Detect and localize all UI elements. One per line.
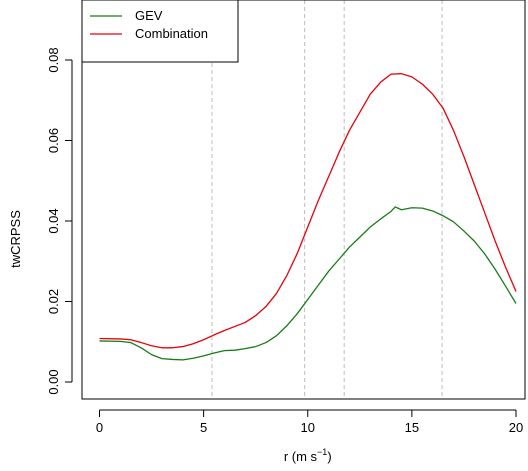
y-axis-label: twCRPSS bbox=[8, 210, 23, 268]
x-axis-label-main: r (m s bbox=[284, 449, 318, 464]
x-tick-label: 0 bbox=[96, 420, 103, 435]
legend-box bbox=[81, 0, 239, 63]
x-tick-label: 10 bbox=[301, 420, 315, 435]
legend-label-combination: Combination bbox=[135, 26, 208, 41]
series-line-gev bbox=[99, 206, 517, 361]
y-tick-label: 0.00 bbox=[46, 369, 61, 394]
x-tick-label: 15 bbox=[405, 420, 419, 435]
legend-label-gev: GEV bbox=[135, 8, 163, 23]
x-axis-label: r (m s−1) bbox=[284, 447, 332, 464]
x-tick-label: 5 bbox=[200, 420, 207, 435]
y-tick-label: 0.04 bbox=[46, 208, 61, 233]
series-lines bbox=[99, 73, 517, 361]
y-axis: 0.00 0.02 0.04 0.06 0.08 bbox=[46, 47, 73, 395]
y-tick-label: 0.08 bbox=[46, 47, 61, 72]
y-tick-label: 0.02 bbox=[46, 289, 61, 314]
y-tick-label: 0.06 bbox=[46, 128, 61, 153]
vertical-reference-lines bbox=[211, 0, 443, 399]
legend: GEV Combination bbox=[81, 0, 239, 63]
x-tick-label: 20 bbox=[509, 420, 523, 435]
x-axis-label-tail: ) bbox=[327, 449, 331, 464]
x-axis-label-sup: −1 bbox=[317, 447, 327, 457]
plot-frame bbox=[81, 0, 526, 400]
series-line-combination bbox=[99, 73, 517, 349]
x-axis: 0 5 10 15 20 bbox=[96, 409, 523, 435]
